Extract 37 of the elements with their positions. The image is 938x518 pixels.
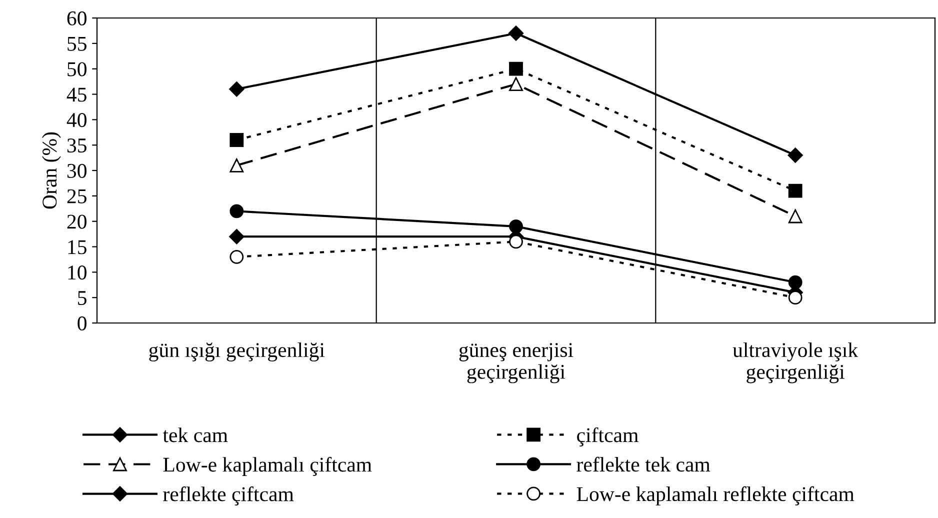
legend-label: Low-e kaplamalı çiftcam bbox=[163, 456, 372, 476]
point bbox=[229, 229, 244, 244]
point bbox=[230, 158, 244, 172]
y-tick-label: 55 bbox=[68, 37, 86, 51]
y-tick-label: 0 bbox=[78, 316, 86, 330]
point bbox=[788, 209, 802, 224]
y-tick-label: 10 bbox=[68, 266, 86, 280]
y-tick-label: 35 bbox=[67, 138, 86, 153]
x-tick-label: ultraviyole ışık geçirgenliği bbox=[732, 342, 858, 384]
legend-label: çiftcam bbox=[577, 427, 638, 446]
y-tick-label: 25 bbox=[67, 189, 86, 204]
y-tick-label: 60 bbox=[67, 11, 86, 26]
point bbox=[509, 234, 523, 249]
y-tick-label: 50 bbox=[68, 62, 86, 76]
point bbox=[509, 77, 523, 92]
point bbox=[230, 133, 244, 147]
y-tick-label: 20 bbox=[67, 214, 86, 229]
legend-label: Low-e kaplamalı reflekte çiftcam bbox=[576, 486, 854, 506]
point bbox=[788, 184, 802, 198]
legend-label: reflekte çiftcam bbox=[163, 486, 294, 506]
point bbox=[229, 82, 244, 97]
x-tick-label: güneş enerjisi geçirgenliği bbox=[459, 343, 574, 384]
point bbox=[230, 204, 244, 218]
y-tick-label: 15 bbox=[68, 240, 86, 254]
point bbox=[788, 148, 803, 163]
point bbox=[230, 250, 244, 264]
y-tick-label: 30 bbox=[67, 164, 86, 178]
y-tick-label: 5 bbox=[78, 291, 86, 306]
legend-label: tek cam bbox=[162, 428, 228, 442]
y-tick-label: 45 bbox=[66, 88, 86, 102]
y-tick-label: 40 bbox=[66, 113, 86, 128]
point bbox=[508, 26, 524, 41]
y-axis-title: Oran (%) bbox=[42, 132, 61, 209]
point bbox=[788, 290, 802, 305]
point bbox=[509, 62, 523, 76]
x-tick-label: gün ışığı geçirgenliği bbox=[149, 342, 325, 362]
legend-label: reflekte tek cam bbox=[576, 456, 710, 472]
